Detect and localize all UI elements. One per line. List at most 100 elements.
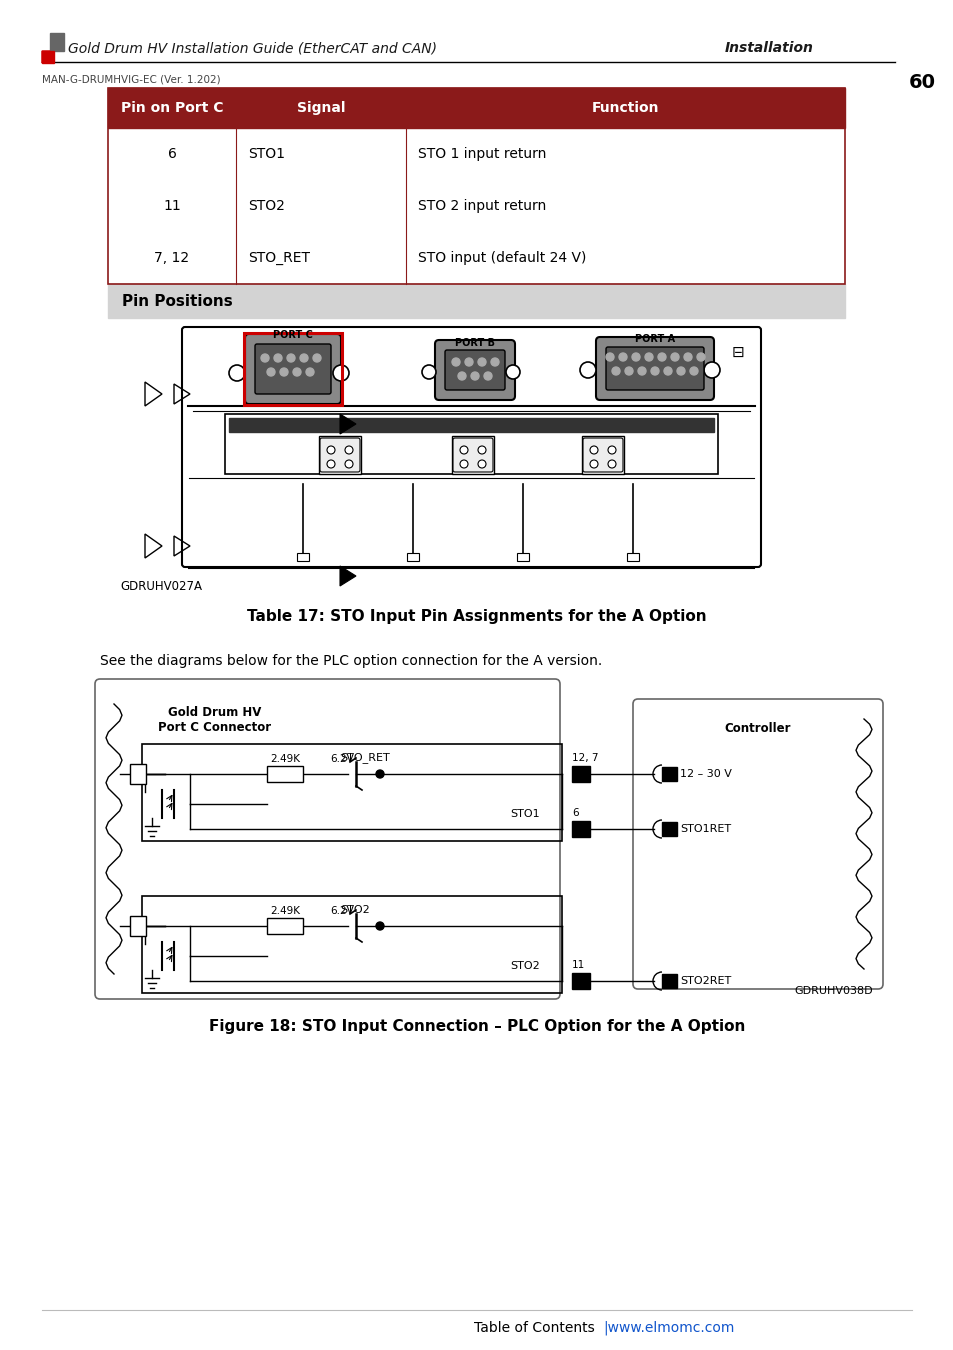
Circle shape: [612, 367, 619, 375]
Text: STO1: STO1: [248, 147, 285, 161]
Circle shape: [452, 358, 459, 366]
FancyBboxPatch shape: [95, 679, 559, 999]
Text: 6.2V: 6.2V: [330, 906, 354, 917]
Circle shape: [631, 352, 639, 360]
Circle shape: [618, 352, 626, 360]
Text: Table of Contents: Table of Contents: [474, 1322, 595, 1335]
Circle shape: [677, 367, 684, 375]
Circle shape: [589, 446, 598, 454]
Circle shape: [471, 373, 478, 379]
Bar: [108, 180, 844, 232]
Text: STO 1 input return: STO 1 input return: [417, 147, 546, 161]
Circle shape: [607, 460, 616, 468]
Text: 6: 6: [168, 147, 176, 161]
Circle shape: [683, 352, 691, 360]
Text: STO1: STO1: [510, 809, 539, 819]
Bar: [896, 62, 946, 104]
Circle shape: [491, 358, 498, 366]
Bar: [244, 333, 341, 405]
Text: 7, 12: 7, 12: [154, 251, 190, 265]
Circle shape: [670, 352, 679, 360]
Text: 60: 60: [907, 73, 935, 93]
FancyBboxPatch shape: [254, 344, 331, 394]
Circle shape: [579, 362, 596, 378]
Text: Figure 18: STO Input Connection – PLC Option for the A Option: Figure 18: STO Input Connection – PLC Op…: [209, 1018, 744, 1034]
Bar: [296, 554, 309, 562]
Text: See the diagrams below for the PLC option connection for the A version.: See the diagrams below for the PLC optio…: [100, 653, 601, 668]
Polygon shape: [42, 51, 50, 63]
Circle shape: [477, 460, 485, 468]
Bar: [108, 88, 844, 284]
Circle shape: [589, 460, 598, 468]
Circle shape: [703, 362, 720, 378]
Bar: [142, 744, 561, 841]
Circle shape: [333, 364, 349, 381]
Circle shape: [697, 352, 704, 360]
Text: 12 – 30 V: 12 – 30 V: [679, 769, 731, 779]
Bar: [108, 128, 844, 180]
Circle shape: [638, 367, 645, 375]
Circle shape: [267, 369, 274, 377]
Bar: [661, 973, 677, 988]
Text: 11: 11: [572, 960, 584, 971]
Bar: [267, 918, 303, 934]
Circle shape: [345, 460, 353, 468]
Circle shape: [624, 367, 633, 375]
Text: Controller: Controller: [724, 722, 790, 734]
Circle shape: [261, 354, 269, 362]
Text: STO_RET: STO_RET: [339, 752, 390, 763]
Circle shape: [299, 354, 308, 362]
Text: Installation: Installation: [724, 40, 813, 55]
Text: PORT A: PORT A: [635, 333, 675, 344]
FancyBboxPatch shape: [582, 437, 622, 472]
Text: 6: 6: [572, 809, 578, 818]
Text: 2.49K: 2.49K: [270, 755, 299, 764]
Text: Function: Function: [591, 101, 659, 115]
Circle shape: [375, 922, 384, 930]
Bar: [142, 896, 561, 994]
Circle shape: [306, 369, 314, 377]
Circle shape: [287, 354, 294, 362]
Circle shape: [313, 354, 320, 362]
FancyBboxPatch shape: [245, 333, 340, 404]
Text: STO2: STO2: [510, 961, 539, 971]
Bar: [407, 554, 418, 562]
Circle shape: [327, 446, 335, 454]
Text: GDRUHV038D: GDRUHV038D: [794, 986, 872, 996]
Circle shape: [505, 364, 519, 379]
FancyBboxPatch shape: [319, 437, 359, 472]
Bar: [572, 765, 589, 782]
Circle shape: [375, 769, 384, 778]
FancyBboxPatch shape: [633, 699, 882, 990]
FancyBboxPatch shape: [444, 350, 504, 390]
Circle shape: [689, 367, 698, 375]
FancyBboxPatch shape: [596, 338, 713, 400]
Bar: [452, 436, 494, 474]
Circle shape: [483, 373, 492, 379]
Circle shape: [457, 373, 465, 379]
Circle shape: [459, 460, 468, 468]
Text: Pin on Port C: Pin on Port C: [121, 101, 223, 115]
FancyBboxPatch shape: [453, 437, 493, 472]
Circle shape: [644, 352, 652, 360]
Text: STO input (default 24 V): STO input (default 24 V): [417, 251, 586, 265]
Circle shape: [459, 446, 468, 454]
Circle shape: [477, 358, 485, 366]
Polygon shape: [339, 414, 355, 433]
Circle shape: [658, 352, 665, 360]
Bar: [108, 88, 844, 128]
Text: STO 2 input return: STO 2 input return: [417, 198, 546, 213]
Bar: [517, 554, 529, 562]
Text: 11: 11: [163, 198, 181, 213]
Text: Signal: Signal: [296, 101, 345, 115]
Text: STO2RET: STO2RET: [679, 976, 731, 986]
Circle shape: [477, 446, 485, 454]
Text: |www.elmomc.com: |www.elmomc.com: [602, 1320, 734, 1335]
Circle shape: [464, 358, 473, 366]
Bar: [108, 319, 844, 586]
Bar: [130, 917, 146, 936]
Text: 12, 7: 12, 7: [572, 753, 598, 763]
Text: MAN-G-DRUMHVIG-EC (Ver. 1.202): MAN-G-DRUMHVIG-EC (Ver. 1.202): [42, 74, 220, 84]
Circle shape: [327, 460, 335, 468]
Bar: [229, 418, 713, 432]
